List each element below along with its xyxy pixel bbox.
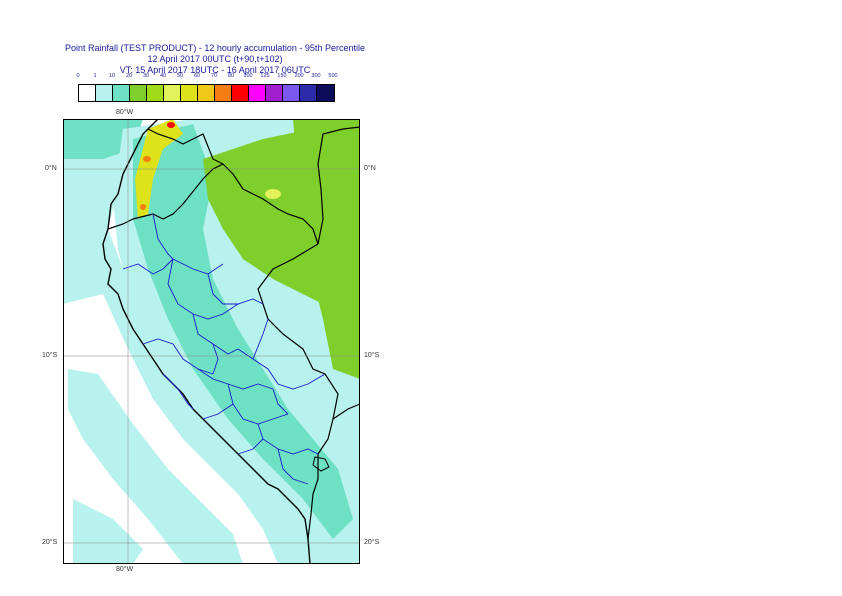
legend-swatch	[283, 85, 300, 101]
legend-threshold-label: 300	[311, 73, 321, 79]
legend-threshold-label: 60	[193, 73, 201, 79]
lat-label-20-right: 20°S	[364, 539, 380, 546]
legend-swatch	[130, 85, 147, 101]
lat-label-10-right: 10°S	[364, 352, 380, 359]
legend-threshold-label: 0	[76, 73, 80, 79]
legend-threshold-label: 30	[142, 73, 150, 79]
legend-swatch	[317, 85, 334, 101]
bolivia-brazil-border	[332, 403, 360, 420]
lat-label-0-left: 0°N	[45, 165, 57, 172]
legend-threshold-label: 150	[277, 73, 287, 79]
legend-swatch	[164, 85, 181, 101]
graticule	[63, 119, 360, 564]
peru-brazil-border	[257, 243, 339, 455]
map-frame	[63, 119, 360, 564]
lon-label-bottom: 80°W	[116, 566, 134, 573]
legend-swatch	[232, 85, 249, 101]
legend-swatch	[300, 85, 317, 101]
legend-swatch	[181, 85, 198, 101]
legend-threshold-label: 50	[176, 73, 184, 79]
andes-rain-band	[133, 124, 353, 539]
peru-bolivia-border	[307, 454, 319, 540]
ocean-rain-band	[68, 369, 243, 564]
peak-rain-orange-2	[140, 204, 146, 210]
legend-threshold-label: 100	[243, 73, 253, 79]
lat-label-20-left: 20°S	[42, 539, 58, 546]
legend-threshold-labels: 0 1 10 20 30 40 50 60 70 80 100 125 150 200 300 500	[68, 73, 358, 83]
legend-threshold-label: 1	[93, 73, 97, 79]
legend-threshold-label: 20	[125, 73, 133, 79]
legend-threshold-label: 70	[210, 73, 218, 79]
peru-colombia-border	[222, 163, 319, 245]
lat-label-10-left: 10°S	[42, 352, 58, 359]
legend-swatch	[113, 85, 130, 101]
legend-swatch	[147, 85, 164, 101]
legend-color-bar	[78, 84, 335, 102]
legend-threshold-label: 125	[260, 73, 270, 79]
peak-rain-orange	[143, 156, 151, 162]
model-run-subtitle: 12 April 2017 00UTC (t+90,t+102)	[147, 54, 283, 64]
valid-time-subtitle: VT: 15 April 2017 18UTC - 16 April 2017 …	[119, 65, 311, 75]
legend-threshold-label: 200	[294, 73, 304, 79]
legend-swatch	[198, 85, 215, 101]
map-title: Point Rainfall (TEST PRODUCT) - 12 hourl…	[65, 43, 365, 53]
colombia-brazil-border	[317, 126, 360, 245]
peak-rain-max	[167, 122, 175, 128]
ocean-rain-band-south	[73, 499, 143, 564]
ocean-dry-patch	[63, 294, 278, 564]
lon-label-top: 80°W	[116, 109, 134, 116]
ecuador-colombia-border	[147, 128, 224, 165]
legend-swatch	[96, 85, 113, 101]
legend-swatch	[79, 85, 96, 101]
rainfall-map	[63, 119, 360, 564]
lake-titicaca	[312, 456, 330, 472]
amazon-rain-east	[293, 119, 360, 379]
legend-threshold-label: 500	[328, 73, 338, 79]
department-borders	[122, 213, 326, 485]
rain-cell-central	[265, 189, 281, 199]
legend-threshold-label: 40	[159, 73, 167, 79]
lat-label-0-right: 0°N	[364, 165, 376, 172]
peak-rain-core-north	[135, 119, 183, 219]
legend-swatch	[249, 85, 266, 101]
legend-threshold-label: 10	[108, 73, 116, 79]
legend-threshold-label: 80	[227, 73, 235, 79]
map-canvas	[63, 119, 360, 564]
legend-swatch	[215, 85, 232, 101]
legend-swatch	[266, 85, 283, 101]
